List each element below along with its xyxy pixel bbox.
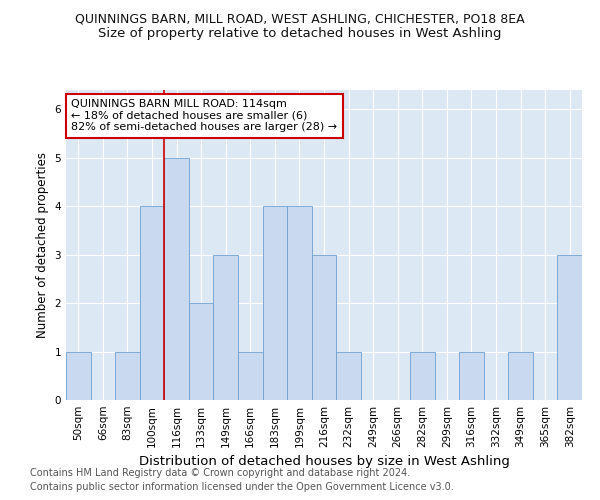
Bar	[115, 352, 140, 400]
Bar	[336, 352, 361, 400]
Text: QUINNINGS BARN, MILL ROAD, WEST ASHLING, CHICHESTER, PO18 8EA: QUINNINGS BARN, MILL ROAD, WEST ASHLING,…	[75, 12, 525, 26]
Bar	[140, 206, 164, 400]
Y-axis label: Number of detached properties: Number of detached properties	[36, 152, 49, 338]
Bar	[263, 206, 287, 400]
Bar	[459, 352, 484, 400]
Bar	[214, 254, 238, 400]
Bar	[410, 352, 434, 400]
Text: Contains HM Land Registry data © Crown copyright and database right 2024.: Contains HM Land Registry data © Crown c…	[30, 468, 410, 477]
Bar	[312, 254, 336, 400]
Text: Size of property relative to detached houses in West Ashling: Size of property relative to detached ho…	[98, 28, 502, 40]
X-axis label: Distribution of detached houses by size in West Ashling: Distribution of detached houses by size …	[139, 456, 509, 468]
Text: Contains public sector information licensed under the Open Government Licence v3: Contains public sector information licen…	[30, 482, 454, 492]
Bar	[557, 254, 582, 400]
Bar	[287, 206, 312, 400]
Bar	[189, 303, 214, 400]
Bar	[164, 158, 189, 400]
Bar	[238, 352, 263, 400]
Text: QUINNINGS BARN MILL ROAD: 114sqm
← 18% of detached houses are smaller (6)
82% of: QUINNINGS BARN MILL ROAD: 114sqm ← 18% o…	[71, 100, 337, 132]
Bar	[508, 352, 533, 400]
Bar	[66, 352, 91, 400]
